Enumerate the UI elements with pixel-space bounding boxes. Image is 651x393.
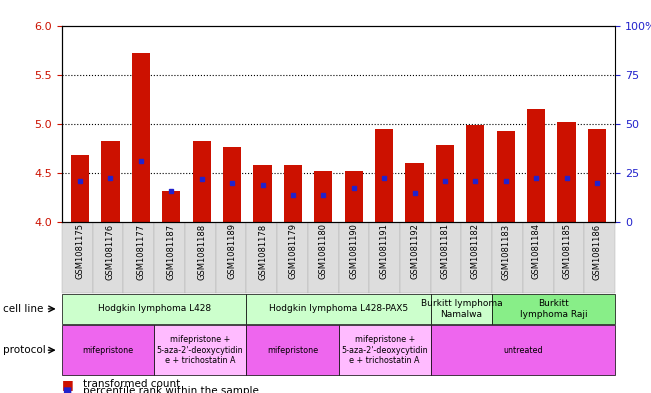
Bar: [193, 141, 211, 222]
Text: mifepristone: mifepristone: [83, 346, 133, 354]
Text: Hodgkin lymphoma L428: Hodgkin lymphoma L428: [98, 305, 211, 313]
Bar: [588, 129, 606, 222]
Bar: [132, 53, 150, 222]
Text: percentile rank within the sample: percentile rank within the sample: [83, 386, 258, 393]
Bar: [375, 129, 393, 222]
Bar: [344, 171, 363, 222]
Bar: [466, 125, 484, 222]
Text: Burkitt lymphoma
Namalwa: Burkitt lymphoma Namalwa: [421, 299, 503, 319]
Text: protocol: protocol: [3, 345, 46, 355]
Bar: [284, 165, 302, 222]
Text: cell line: cell line: [3, 304, 44, 314]
Bar: [71, 155, 89, 222]
Text: mifepristone +
5-aza-2'-deoxycytidin
e + trichostatin A: mifepristone + 5-aza-2'-deoxycytidin e +…: [341, 335, 428, 365]
Text: ■: ■: [62, 386, 71, 393]
Bar: [497, 130, 515, 222]
Bar: [314, 171, 333, 222]
Text: untreated: untreated: [503, 346, 543, 354]
Bar: [102, 141, 120, 222]
Bar: [436, 145, 454, 222]
Text: mifepristone +
5-aza-2'-deoxycytidin
e + trichostatin A: mifepristone + 5-aza-2'-deoxycytidin e +…: [157, 335, 243, 365]
Text: mifepristone: mifepristone: [267, 346, 318, 354]
Bar: [253, 165, 271, 222]
Bar: [527, 109, 546, 222]
Bar: [162, 191, 180, 222]
Text: Hodgkin lymphoma L428-PAX5: Hodgkin lymphoma L428-PAX5: [269, 305, 408, 313]
Text: transformed count: transformed count: [83, 379, 180, 389]
Text: Burkitt
lymphoma Raji: Burkitt lymphoma Raji: [520, 299, 587, 319]
Text: ■: ■: [62, 378, 74, 391]
Bar: [557, 122, 575, 222]
Bar: [223, 147, 242, 222]
Bar: [406, 163, 424, 222]
